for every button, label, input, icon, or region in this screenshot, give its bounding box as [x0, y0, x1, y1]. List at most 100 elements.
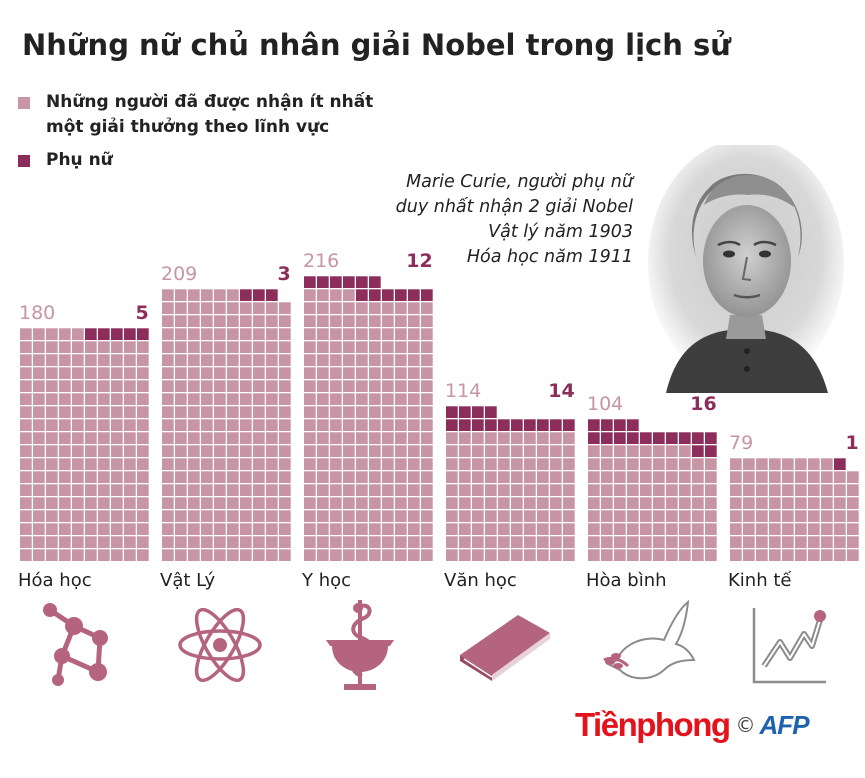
waffle-cell-laureate [382, 393, 394, 405]
waffle-cell-laureate [408, 458, 420, 470]
waffle-cell-laureate [124, 432, 136, 444]
waffle-cell-laureate [175, 315, 187, 327]
count-total-2: 209 [161, 263, 197, 285]
waffle-cell-laureate [227, 341, 239, 353]
waffle-cell-laureate [369, 523, 381, 535]
waffle-cell-laureate [201, 393, 213, 405]
count-total-4: 114 [445, 380, 481, 402]
waffle-cell-laureate [472, 523, 484, 535]
waffle-cell-laureate [162, 523, 174, 535]
waffle-cell-laureate [356, 510, 368, 522]
bar-group-5 [588, 419, 717, 561]
waffle-cell-laureate [317, 302, 329, 314]
waffle-cell-laureate [408, 315, 420, 327]
waffle-cell-laureate [85, 523, 97, 535]
waffle-cell-laureate [227, 328, 239, 340]
waffle-cell-laureate [33, 432, 45, 444]
waffle-cell-laureate [124, 445, 136, 457]
waffle-cell-laureate [343, 419, 355, 431]
waffle-cell-laureate [124, 549, 136, 561]
waffle-cell-laureate [705, 471, 717, 483]
waffle-cell-laureate [330, 328, 342, 340]
waffle-cell-laureate [382, 302, 394, 314]
waffle-cell-laureate [356, 536, 368, 548]
curie-caption: Marie Curie, người phụ nữ duy nhất nhận … [396, 170, 633, 270]
bar-group-2 [162, 289, 291, 561]
waffle-cell-laureate [188, 328, 200, 340]
waffle-cell-laureate [382, 497, 394, 509]
waffle-cell-laureate [692, 484, 704, 496]
waffle-cell-laureate [343, 302, 355, 314]
waffle-cell-laureate [98, 432, 110, 444]
waffle-cell-laureate [369, 458, 381, 470]
waffle-cell-laureate [395, 419, 407, 431]
waffle-cell-laureate [59, 484, 71, 496]
waffle-cell-laureate [214, 497, 226, 509]
waffle-cell-laureate [421, 445, 433, 457]
waffle-cell-laureate [162, 406, 174, 418]
waffle-cell-laureate [227, 432, 239, 444]
waffle-cell-laureate [743, 471, 755, 483]
waffle-cell-laureate [795, 497, 807, 509]
waffle-cell-laureate [188, 484, 200, 496]
waffle-cell-laureate [98, 380, 110, 392]
waffle-cell-laureate [601, 510, 613, 522]
tienphong-logo: Tiềnphong [575, 706, 731, 743]
waffle-cell-laureate [524, 536, 536, 548]
waffle-cell-woman [369, 276, 381, 288]
waffle-cell-laureate [98, 341, 110, 353]
waffle-cell-laureate [59, 549, 71, 561]
waffle-cell-laureate [20, 484, 32, 496]
waffle-cell-laureate [382, 380, 394, 392]
category-label-6: Kinh tế [728, 570, 792, 591]
waffle-cell-laureate [20, 406, 32, 418]
waffle-cell-woman [317, 276, 329, 288]
waffle-cell-laureate [408, 380, 420, 392]
waffle-cell-laureate [124, 510, 136, 522]
waffle-cell-laureate [847, 536, 859, 548]
waffle-cell-laureate [162, 445, 174, 457]
waffle-cell-laureate [847, 523, 859, 535]
waffle-cell-laureate [279, 471, 291, 483]
waffle-cell-laureate [227, 354, 239, 366]
waffle-cell-laureate [382, 471, 394, 483]
waffle-cell-laureate [111, 432, 123, 444]
waffle-cell-laureate [59, 497, 71, 509]
waffle-cell-laureate [343, 497, 355, 509]
waffle-cell-laureate [20, 367, 32, 379]
waffle-cell-laureate [317, 419, 329, 431]
waffle-cell-laureate [421, 367, 433, 379]
waffle-cell-laureate [214, 445, 226, 457]
marie-curie-portrait [648, 145, 844, 393]
book-icon [460, 615, 550, 681]
waffle-cell-laureate [343, 536, 355, 548]
waffle-cell-laureate [330, 471, 342, 483]
waffle-cell-laureate [227, 458, 239, 470]
waffle-cell-laureate [511, 445, 523, 457]
waffle-cell-laureate [46, 445, 58, 457]
waffle-cell-laureate [214, 432, 226, 444]
waffle-cell-laureate [601, 497, 613, 509]
waffle-cell-laureate [782, 458, 794, 470]
waffle-cell-laureate [511, 549, 523, 561]
waffle-cell-laureate [356, 419, 368, 431]
waffle-cell-laureate [175, 341, 187, 353]
waffle-cell-laureate [266, 341, 278, 353]
waffle-cell-laureate [266, 536, 278, 548]
waffle-cell-laureate [330, 341, 342, 353]
waffle-cell-laureate [304, 315, 316, 327]
waffle-cell-laureate [408, 510, 420, 522]
waffle-cell-woman [588, 432, 600, 444]
waffle-cell-laureate [511, 536, 523, 548]
waffle-cell-laureate [356, 367, 368, 379]
waffle-cell-laureate [601, 445, 613, 457]
waffle-cell-laureate [304, 497, 316, 509]
waffle-cell-laureate [395, 380, 407, 392]
waffle-cell-laureate [188, 354, 200, 366]
waffle-cell-laureate [266, 484, 278, 496]
waffle-cell-woman [356, 276, 368, 288]
waffle-cell-laureate [511, 484, 523, 496]
waffle-cell-laureate [98, 497, 110, 509]
bar-group-3 [304, 276, 433, 561]
labels-layer: 180 5 Hóa học 209 3 Vật Lý 216 12 Y học 114 14 Văn … [18, 250, 859, 591]
